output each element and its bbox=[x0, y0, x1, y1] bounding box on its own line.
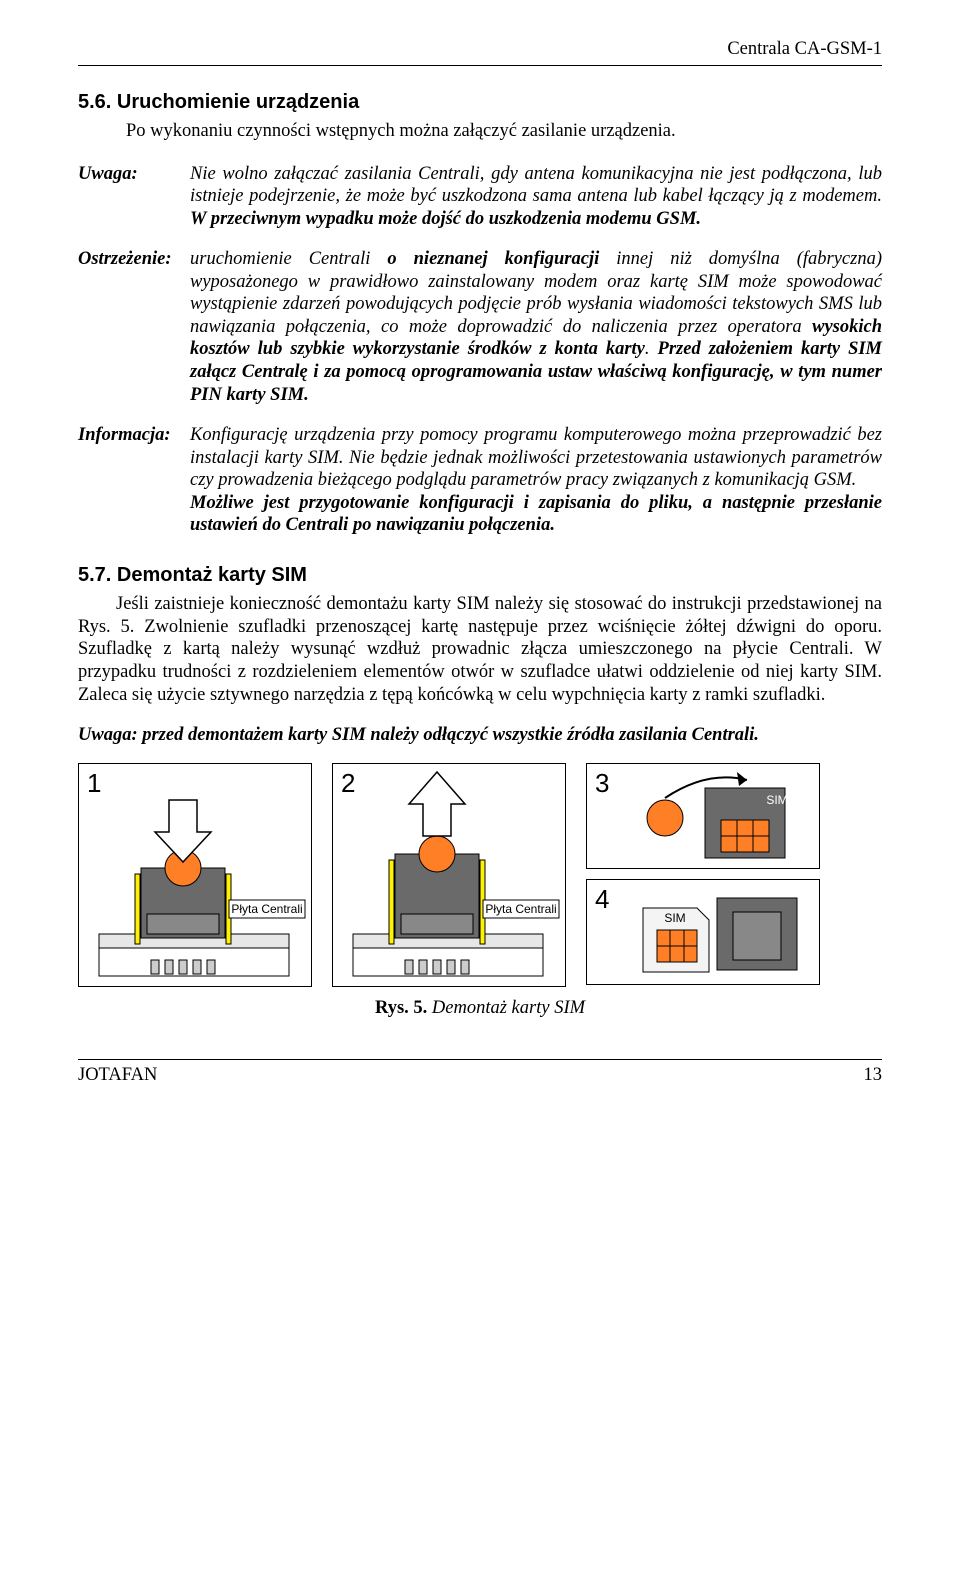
section-5-6-heading: 5.6. Uruchomienie urządzenia bbox=[78, 90, 882, 114]
informacja-p1: Konfigurację urządzenia przy pomocy prog… bbox=[190, 425, 882, 490]
figure-5-caption-bold: Rys. 5. bbox=[375, 998, 427, 1018]
uwaga-text-pre: Nie wolno załączać zasilania Centrali, g… bbox=[190, 164, 882, 207]
footer-right: 13 bbox=[864, 1064, 883, 1087]
section-5-7-uwaga-text: Uwaga: przed demontażem karty SIM należy… bbox=[78, 725, 759, 745]
section-5-7-para: Jeśli zaistnieje konieczność demontażu k… bbox=[78, 593, 882, 706]
ostrzezenie-label: Ostrzeżenie: bbox=[78, 248, 190, 406]
panel-4-number: 4 bbox=[595, 884, 609, 916]
panel-3-number: 3 bbox=[595, 768, 609, 800]
footer-left: JOTAFAN bbox=[78, 1064, 157, 1087]
figure-5-caption-rest: Demontaż karty SIM bbox=[427, 998, 585, 1018]
section-5-6-intro: Po wykonaniu czynności wstępnych można z… bbox=[126, 120, 882, 143]
ostrzezenie-block: Ostrzeżenie: uruchomienie Centrali o nie… bbox=[78, 248, 882, 406]
diagram-panel-4: 4 SIM bbox=[586, 879, 820, 985]
uwaga-content: Nie wolno załączać zasilania Centrali, g… bbox=[190, 163, 882, 231]
ostrzezenie-p1b: o nieznanej konfiguracji bbox=[387, 249, 599, 269]
informacja-label: Informacja: bbox=[78, 424, 190, 537]
panel-1-svg: Płyta Centrali bbox=[79, 764, 309, 984]
panel-stack-34: 3 SIM 4 bbox=[586, 763, 820, 987]
uwaga-block: Uwaga: Nie wolno załączać zasilania Cent… bbox=[78, 163, 882, 231]
panel-3-svg: SIM bbox=[587, 764, 817, 866]
figure-5-caption: Rys. 5. Demontaż karty SIM bbox=[78, 997, 882, 1020]
informacja-block: Informacja: Konfigurację urządzenia przy… bbox=[78, 424, 882, 537]
ostrzezenie-content: uruchomienie Centrali o nieznanej konfig… bbox=[190, 248, 882, 406]
doc-header-right: Centrala CA-GSM-1 bbox=[78, 38, 882, 61]
ostrzezenie-p1e: . bbox=[645, 339, 658, 359]
header-rule bbox=[78, 65, 882, 66]
page-footer: JOTAFAN 13 bbox=[78, 1059, 882, 1087]
section-5-7-uwaga: Uwaga: przed demontażem karty SIM należy… bbox=[78, 724, 882, 747]
informacja-p2: Możliwe jest przygotowanie konfiguracji … bbox=[190, 493, 882, 536]
svg-text:Płyta Centrali: Płyta Centrali bbox=[485, 902, 556, 916]
svg-text:SIM: SIM bbox=[664, 911, 685, 925]
uwaga-label: Uwaga: bbox=[78, 163, 190, 231]
informacja-content: Konfigurację urządzenia przy pomocy prog… bbox=[190, 424, 882, 537]
panel-1-plate-label: Płyta Centrali bbox=[231, 902, 302, 916]
svg-text:SIM: SIM bbox=[766, 793, 787, 807]
diagram-panel-1: 1 Płyta Centrali bbox=[78, 763, 312, 987]
panel-2-svg: Płyta Centrali bbox=[333, 764, 563, 984]
panel-1-number: 1 bbox=[87, 768, 101, 800]
section-5-7-heading: 5.7. Demontaż karty SIM bbox=[78, 563, 882, 587]
panel-2-number: 2 bbox=[341, 768, 355, 800]
panel-4-svg: SIM bbox=[587, 880, 817, 982]
diagram-panel-3: 3 SIM bbox=[586, 763, 820, 869]
diagram-row: 1 Płyta Centrali 2 bbox=[78, 763, 882, 987]
ostrzezenie-p1a: uruchomienie Centrali bbox=[190, 249, 387, 269]
diagram-panel-2: 2 Płyta Centrali bbox=[332, 763, 566, 987]
uwaga-text-bold: W przeciwnym wypadku może dojść do uszko… bbox=[190, 209, 701, 229]
